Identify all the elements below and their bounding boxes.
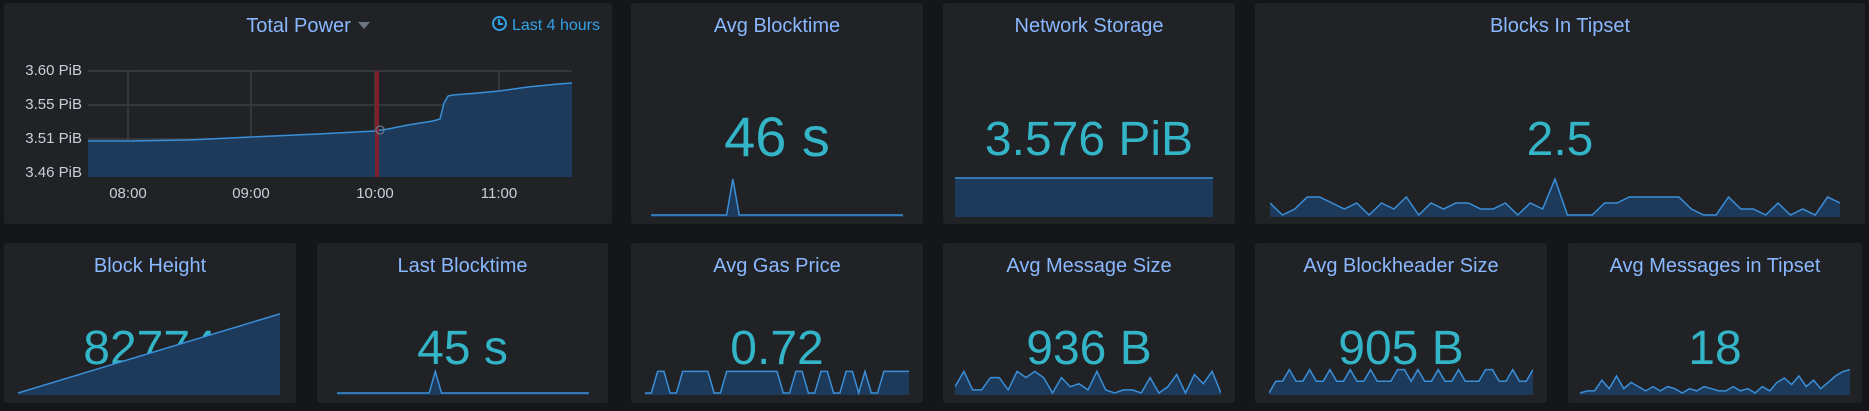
stat-value: 18 — [1688, 322, 1742, 375]
panel-title: Avg Messages in Tipset — [1609, 255, 1821, 277]
sparkline-line — [645, 368, 909, 395]
x-tick-label: 08:00 — [109, 185, 147, 202]
sparkline-line — [1269, 368, 1533, 394]
panel-title: Avg Gas Price — [713, 255, 841, 277]
x-tick-label: 10:00 — [356, 185, 394, 202]
sparkline — [1580, 368, 1850, 395]
sparkline — [18, 313, 280, 395]
sparkline — [645, 368, 909, 395]
total-power-area — [88, 83, 572, 177]
panel-last-blocktime: Last Blocktime 45 s — [317, 243, 608, 403]
sparkline-area — [955, 178, 1213, 217]
panel-title: Block Height — [93, 255, 207, 277]
sparkline — [955, 177, 1213, 217]
y-tick-label: 3.55 PiB — [25, 96, 82, 113]
panel-avg-blockheader-size: Avg Blockheader Size 905 B — [1255, 243, 1547, 403]
sparkline-line — [337, 368, 589, 394]
sparkline — [1269, 368, 1533, 395]
time-range-label: Last 4 hours — [511, 17, 600, 34]
panel-title: Avg Message Size — [1006, 255, 1172, 277]
panel-avg-messages-in-tipset: Avg Messages in Tipset 18 — [1568, 243, 1862, 403]
sparkline-area — [651, 179, 903, 217]
hover-point — [375, 125, 385, 135]
annotation-marker — [375, 71, 379, 177]
sparkline — [955, 369, 1221, 395]
x-tick-label: 09:00 — [232, 185, 270, 202]
y-tick-label: 3.51 PiB — [25, 130, 82, 147]
stat-value: 46 s — [724, 105, 830, 168]
stat-value: 936 B — [1026, 322, 1152, 375]
sparkline-area — [1580, 369, 1850, 395]
panel-block-height: Block Height 82774 — [4, 243, 296, 403]
total-power-line — [88, 82, 573, 142]
clock-icon — [491, 16, 507, 31]
sparkline-area — [1269, 369, 1533, 395]
stat-value: 905 B — [1338, 322, 1464, 375]
x-tick-label: 11:00 — [480, 185, 518, 202]
panel-title: Blocks In Tipset — [1489, 15, 1631, 37]
sparkline-line — [1580, 368, 1850, 394]
stat-value: 3.576 PiB — [984, 113, 1194, 166]
stat-value: 2.5 — [1526, 113, 1594, 166]
panel-total-power: Total Power Last 4 hours 3.60 PiB 3.55 Pi… — [4, 3, 612, 224]
panel-title: Total Power — [246, 15, 351, 37]
total-power-graph[interactable] — [88, 53, 586, 177]
panel-blocks-in-tipset: Blocks In Tipset 2.5 — [1255, 3, 1865, 224]
sparkline-line — [1270, 176, 1840, 217]
panel-network-storage: Network Storage 3.576 PiB — [943, 3, 1235, 224]
sparkline-area — [645, 371, 909, 395]
sparkline-area — [1270, 179, 1840, 217]
sparkline-area — [337, 371, 589, 395]
panel-avg-blocktime: Avg Blocktime 46 s — [631, 3, 923, 224]
y-tick-label: 3.60 PiB — [25, 62, 82, 79]
sparkline — [1270, 176, 1840, 217]
stat-value: 0.72 — [730, 322, 824, 375]
panel-avg-message-size: Avg Message Size 936 B — [943, 243, 1235, 403]
panel-title: Network Storage — [1014, 15, 1164, 37]
sparkline-line — [955, 369, 1221, 395]
panel-title-dropdown[interactable]: Total Power — [4, 15, 612, 38]
y-tick-label: 3.46 PiB — [25, 164, 82, 181]
sparkline — [337, 368, 589, 395]
stat-value: 45 s — [417, 322, 508, 375]
caret-down-icon — [357, 22, 370, 29]
panel-title: Last Blocktime — [397, 255, 528, 277]
time-range-picker[interactable]: Last 4 hours — [491, 16, 600, 35]
sparkline-line — [651, 178, 903, 216]
panel-avg-gas-price: Avg Gas Price 0.72 — [631, 243, 923, 403]
sparkline-line — [18, 313, 280, 394]
sparkline-area — [955, 371, 1221, 395]
sparkline — [651, 178, 903, 217]
panel-title: Avg Blocktime — [713, 15, 841, 37]
panel-title: Avg Blockheader Size — [1303, 255, 1499, 277]
